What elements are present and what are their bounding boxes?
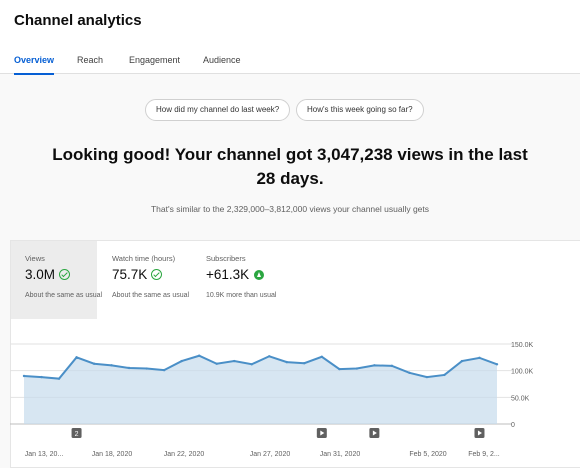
page-title: Channel analytics: [14, 12, 142, 29]
tab-engagement[interactable]: Engagement: [129, 48, 180, 74]
this-week-prompt-button[interactable]: How's this week going so far?: [296, 99, 424, 121]
metric-value: 3.0M: [25, 267, 71, 282]
data-point: [250, 363, 253, 366]
tab-audience[interactable]: Audience: [203, 48, 241, 74]
x-tick-label: Jan 27, 2020: [250, 451, 291, 458]
data-point: [338, 367, 341, 371]
subscribers-metric-tab[interactable]: Subscribers +61.3K 10.9K more than usual: [193, 241, 289, 319]
summary-subline: That's similar to the 2,329,000–3,812,00…: [150, 204, 430, 214]
data-point: [355, 367, 359, 370]
event-marker: [71, 428, 82, 438]
metric-value: 75.7K: [112, 267, 163, 282]
tab-label: Reach: [77, 55, 104, 65]
metric-label: Watch time (hours): [112, 254, 176, 263]
data-point: [443, 373, 446, 377]
last-week-prompt-button[interactable]: How did my channel do last week?: [145, 99, 291, 121]
tab-overview[interactable]: Overview: [14, 48, 55, 75]
metric-value-text: 3.0M: [25, 267, 56, 282]
x-tick-label: Jan 13, 20...: [25, 451, 64, 458]
data-point: [233, 359, 236, 363]
watch-time-metric-tab[interactable]: Watch time (hours) 75.7K About the same …: [97, 241, 193, 319]
app-header: Channel analytics Overview Reach Engagem…: [0, 0, 580, 75]
views-area: [24, 355, 497, 424]
data-point: [478, 356, 481, 360]
views-chart: 0 50.0K 100.0K 150.0K 2 Jan 13, 20... Jan 18, …: [10, 342, 534, 458]
views-line: [23, 354, 498, 380]
data-point: [162, 368, 166, 372]
data-point: [215, 362, 218, 365]
data-point: [145, 367, 148, 370]
metric-note: About the same as usual: [25, 292, 103, 299]
metrics-card: Views 3.0M About the same as usual Watch…: [10, 240, 580, 468]
play-icon: [477, 430, 482, 436]
x-tick-label: Jan 22, 2020: [164, 451, 205, 458]
x-tick-label: Feb 5, 2020: [409, 451, 446, 458]
y-tick-label: 100.0K: [511, 369, 534, 376]
data-point: [303, 362, 306, 365]
y-tick-label: 50.0K: [511, 395, 530, 402]
data-point: [495, 363, 499, 366]
metric-value: +61.3K: [206, 267, 265, 282]
data-point: [320, 355, 324, 358]
metric-note: 10.9K more than usual: [206, 292, 277, 299]
data-point: [425, 375, 429, 379]
data-point: [285, 360, 288, 364]
check-icon: [151, 269, 163, 280]
views-metric-tab[interactable]: Views 3.0M About the same as usual: [11, 241, 102, 319]
x-tick-label: Jan 31, 2020: [320, 451, 361, 458]
metric-label: Subscribers: [206, 254, 246, 263]
data-point: [390, 364, 394, 368]
data-point: [92, 362, 96, 365]
tab-label: Audience: [203, 55, 241, 65]
y-tick-label: 0: [511, 422, 515, 429]
tab-reach[interactable]: Reach: [77, 48, 103, 74]
metric-value-text: 75.7K: [112, 267, 148, 282]
y-tick-label: 150.0K: [511, 342, 534, 349]
up-arrow-icon: [254, 269, 265, 280]
metric-value-text: +61.3K: [206, 267, 250, 282]
data-point: [22, 374, 26, 378]
metric-note: About the same as usual: [112, 292, 190, 299]
tab-active-indicator: [14, 73, 55, 75]
play-icon: [320, 430, 325, 436]
data-point: [127, 366, 131, 370]
data-point: [408, 371, 411, 374]
tab-label: Overview: [14, 55, 55, 65]
x-tick-label: Feb 9, 2...: [468, 451, 500, 458]
data-point: [75, 356, 78, 359]
x-tick-label: Jan 18, 2020: [92, 451, 133, 458]
data-point: [110, 364, 113, 367]
data-point: [180, 359, 183, 363]
tab-label: Engagement: [129, 55, 181, 65]
summary-headline: Looking good! Your channel got 3,047,238…: [52, 145, 528, 188]
data-point: [40, 375, 43, 379]
data-point: [197, 354, 201, 357]
data-point: [268, 355, 271, 358]
metric-label: Views: [25, 254, 45, 263]
data-point: [460, 359, 464, 363]
event-marker-label: 2: [75, 431, 79, 438]
data-point: [57, 377, 61, 380]
play-icon: [372, 430, 377, 436]
check-icon: [59, 269, 71, 280]
data-point: [373, 364, 376, 367]
